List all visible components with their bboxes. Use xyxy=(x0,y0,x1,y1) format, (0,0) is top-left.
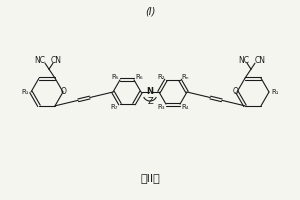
Text: NC: NC xyxy=(34,56,46,65)
Text: Rₙ: Rₙ xyxy=(181,74,188,80)
Text: R₂: R₂ xyxy=(158,74,165,80)
Text: R₅: R₅ xyxy=(111,74,119,80)
Text: R₃: R₃ xyxy=(158,104,165,110)
Text: R₄: R₄ xyxy=(181,104,188,110)
Text: CN: CN xyxy=(50,56,62,65)
Text: R₁: R₁ xyxy=(22,89,29,95)
Text: （II）: （II） xyxy=(140,173,160,183)
Text: CN: CN xyxy=(254,56,266,65)
Text: R₇: R₇ xyxy=(110,104,118,110)
Text: Z: Z xyxy=(147,98,153,106)
Text: O: O xyxy=(61,88,67,97)
Text: N: N xyxy=(146,87,154,96)
Text: R₁: R₁ xyxy=(271,89,278,95)
Text: O: O xyxy=(233,88,239,97)
Text: (I): (I) xyxy=(145,7,155,17)
Text: NC: NC xyxy=(238,56,250,65)
Text: R₆: R₆ xyxy=(135,74,142,80)
